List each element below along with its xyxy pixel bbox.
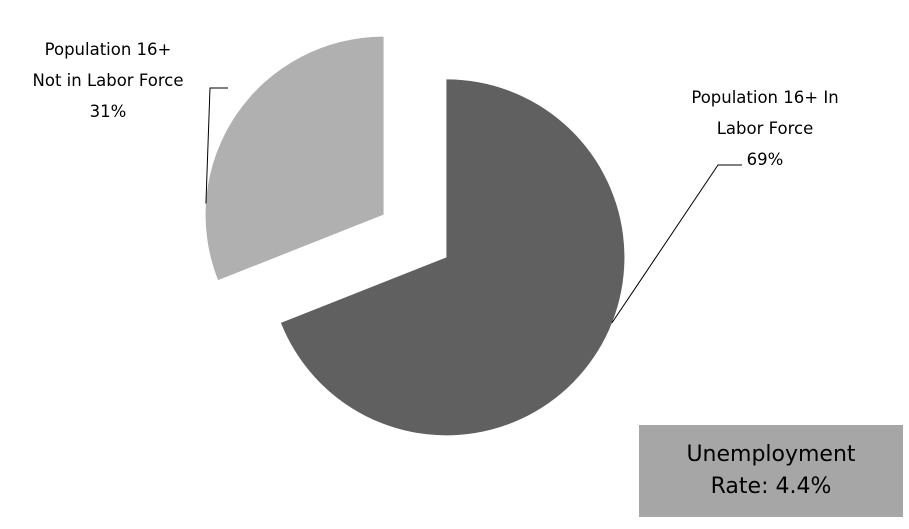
leader-lines	[205, 87, 742, 324]
leader-line-1	[205, 87, 228, 204]
pie-slice-1	[205, 36, 384, 281]
callout-line-1: Unemployment	[686, 442, 856, 467]
slice-label-line: Population 16+ In	[691, 88, 838, 107]
slice-label-line: Labor Force	[717, 119, 814, 138]
unemployment-rate-callout: Unemployment Rate: 4.4%	[639, 425, 903, 517]
pie-slice-0	[280, 79, 625, 436]
slice-label-line: Not in Labor Force	[33, 71, 184, 90]
leader-line-0	[611, 164, 742, 324]
slice-label-line: 31%	[90, 102, 127, 121]
callout-line-2: Rate: 4.4%	[710, 474, 832, 499]
pie-slices	[205, 36, 625, 436]
slice-label-1: Population 16+ Not in Labor Force 31%	[33, 40, 184, 121]
slice-label-line: Population 16+	[45, 40, 172, 59]
slice-label-line: 69%	[747, 150, 784, 169]
slice-labels: Population 16+ In Labor Force 69%Populatio…	[33, 40, 839, 169]
slice-label-0: Population 16+ In Labor Force 69%	[691, 88, 838, 169]
